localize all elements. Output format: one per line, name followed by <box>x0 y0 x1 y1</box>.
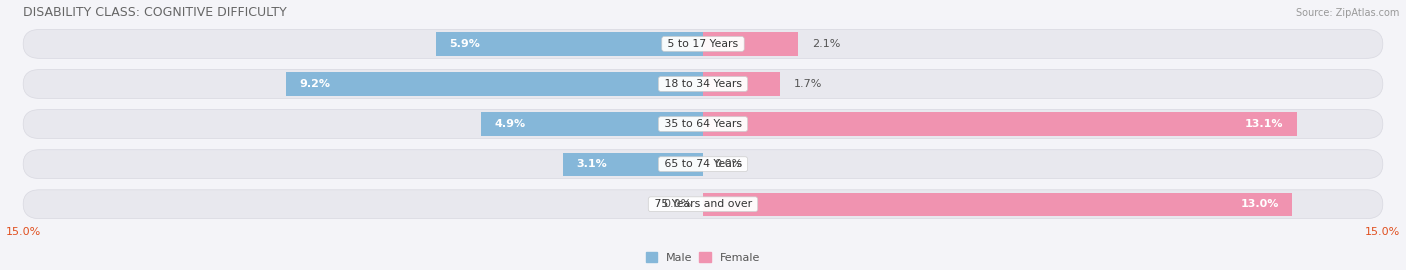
Text: 75 Years and over: 75 Years and over <box>651 199 755 209</box>
Text: 5.9%: 5.9% <box>449 39 479 49</box>
Text: 18 to 34 Years: 18 to 34 Years <box>661 79 745 89</box>
FancyBboxPatch shape <box>22 110 1384 139</box>
FancyBboxPatch shape <box>22 150 1384 178</box>
Text: 0.0%: 0.0% <box>714 159 742 169</box>
Text: 0.0%: 0.0% <box>664 199 692 209</box>
Text: Source: ZipAtlas.com: Source: ZipAtlas.com <box>1295 8 1399 18</box>
Bar <box>703 112 1296 136</box>
Bar <box>285 72 703 96</box>
Text: 1.7%: 1.7% <box>793 79 823 89</box>
FancyBboxPatch shape <box>22 70 1384 99</box>
Bar <box>562 153 703 176</box>
Bar <box>703 72 780 96</box>
Bar <box>703 32 799 56</box>
Text: 4.9%: 4.9% <box>495 119 526 129</box>
Text: 3.1%: 3.1% <box>576 159 607 169</box>
Legend: Male, Female: Male, Female <box>647 252 759 263</box>
FancyBboxPatch shape <box>22 29 1384 58</box>
Text: 35 to 64 Years: 35 to 64 Years <box>661 119 745 129</box>
Bar <box>481 112 703 136</box>
Text: 5 to 17 Years: 5 to 17 Years <box>664 39 742 49</box>
FancyBboxPatch shape <box>22 190 1384 219</box>
Bar <box>703 193 1292 216</box>
Text: 2.1%: 2.1% <box>811 39 841 49</box>
Text: 65 to 74 Years: 65 to 74 Years <box>661 159 745 169</box>
Text: 13.1%: 13.1% <box>1244 119 1284 129</box>
Bar <box>436 32 703 56</box>
Text: 9.2%: 9.2% <box>299 79 330 89</box>
Text: 13.0%: 13.0% <box>1240 199 1278 209</box>
Text: DISABILITY CLASS: COGNITIVE DIFFICULTY: DISABILITY CLASS: COGNITIVE DIFFICULTY <box>22 6 287 19</box>
